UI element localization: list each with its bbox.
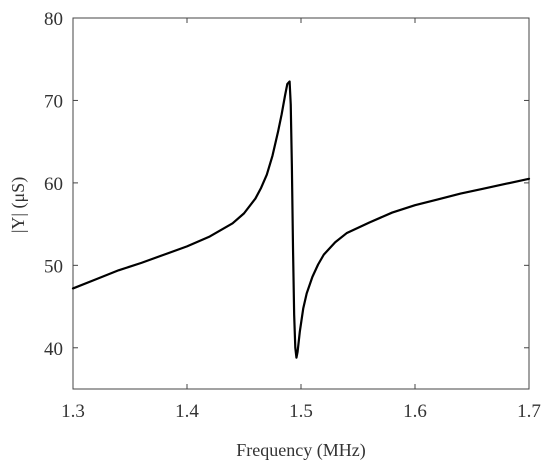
y-tick-label: 50 xyxy=(44,256,63,277)
admittance-curve xyxy=(71,80,531,359)
x-tick-label: 1.3 xyxy=(61,401,85,422)
x-tick-label: 1.4 xyxy=(175,401,199,422)
x-tick-label: 1.5 xyxy=(289,401,313,422)
y-tick-label: 80 xyxy=(44,9,63,30)
x-axis-label: Frequency (MHz) xyxy=(236,440,365,461)
x-tick-label: 1.7 xyxy=(517,401,541,422)
x-tick-label: 1.6 xyxy=(403,401,427,422)
y-tick-label: 60 xyxy=(44,174,63,195)
plot-frame xyxy=(72,17,530,390)
y-tick-label: 70 xyxy=(44,91,63,112)
y-axis-label: |Y| (μS) xyxy=(8,177,29,233)
y-tick-label: 40 xyxy=(44,339,63,360)
